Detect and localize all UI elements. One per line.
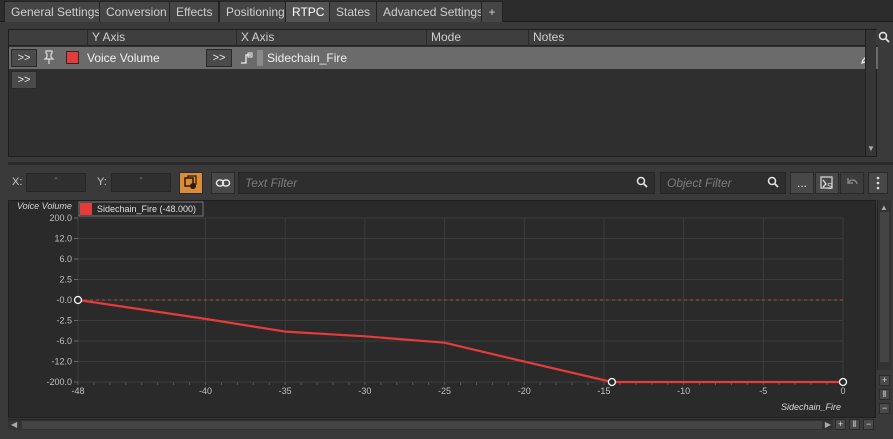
grid-header: Y Axis X Axis Mode Notes bbox=[9, 30, 878, 46]
panel-splitter[interactable] bbox=[8, 162, 893, 165]
tab-positioning[interactable]: Positioning bbox=[219, 1, 292, 22]
y-coord-label: Y: bbox=[97, 176, 107, 188]
header-x-axis[interactable]: X Axis bbox=[236, 30, 426, 46]
zoom-in-vertical-icon[interactable]: + bbox=[879, 375, 890, 386]
x-tick-label: -20 bbox=[518, 386, 531, 396]
zoom-in-horizontal-icon[interactable]: + bbox=[835, 419, 846, 430]
x-coord-field[interactable]: - bbox=[26, 173, 86, 192]
rtpc-grid: Y Axis X Axis Mode Notes >> Voice Volume… bbox=[8, 29, 878, 157]
pin-icon[interactable] bbox=[42, 50, 56, 64]
x-tick-label: -35 bbox=[279, 386, 292, 396]
search-icon[interactable] bbox=[636, 176, 648, 191]
undo-icon[interactable] bbox=[840, 172, 864, 194]
y-tick-label: -6.0 bbox=[56, 336, 72, 346]
more-options-icon[interactable] bbox=[868, 172, 888, 194]
fit-horizontal-icon[interactable]: ‖ bbox=[849, 419, 860, 430]
fit-vertical-icon[interactable]: ‖ bbox=[879, 389, 890, 400]
x-tick-label: -40 bbox=[199, 386, 212, 396]
scroll-right-icon[interactable]: ▶ bbox=[824, 420, 831, 429]
tab-states[interactable]: States bbox=[329, 1, 378, 22]
link-button[interactable] bbox=[211, 172, 235, 194]
curve-control-point[interactable] bbox=[73, 295, 83, 305]
y-tick-label: 200.0 bbox=[49, 213, 72, 223]
add-rtpc-expand-button[interactable]: >> bbox=[11, 71, 37, 89]
curve-control-point[interactable] bbox=[607, 377, 617, 387]
rtpc-row[interactable]: >> Voice Volume >> Sidechain_Fire bbox=[9, 47, 878, 69]
x-axis-color-bar bbox=[257, 50, 263, 66]
curve-control-point[interactable] bbox=[838, 377, 848, 387]
auto-assign-button[interactable] bbox=[179, 172, 203, 194]
rtpc-curve-chart[interactable]: -48 -40 -35 -30 -25 -20 -15 -10 -5 0 200.0 12.0 6.0 2… bbox=[9, 201, 877, 419]
y-tick-label: 2.5 bbox=[59, 275, 72, 285]
y-tick-label: 6.0 bbox=[59, 254, 72, 264]
x-tick-label: 0 bbox=[840, 386, 845, 396]
zoom-out-vertical-icon[interactable]: − bbox=[879, 403, 890, 414]
tab-effects[interactable]: Effects bbox=[169, 1, 220, 22]
tab-add[interactable]: + bbox=[481, 1, 503, 22]
y-tick-label: 12.0 bbox=[54, 234, 72, 244]
legend-box bbox=[78, 201, 204, 217]
text-filter[interactable] bbox=[238, 172, 655, 194]
scroll-up-icon[interactable]: ▲ bbox=[880, 203, 888, 212]
x-tick-label: -25 bbox=[438, 386, 451, 396]
object-filter-input[interactable] bbox=[667, 176, 767, 190]
y-coord-field[interactable]: - bbox=[111, 173, 171, 192]
tab-bar: General Settings Conversion Effects Posi… bbox=[0, 0, 893, 22]
graph-vertical-scrollbar[interactable]: ▲ bbox=[877, 200, 891, 370]
header-y-axis[interactable]: Y Axis bbox=[87, 30, 215, 46]
tab-advanced-settings[interactable]: Advanced Settings bbox=[376, 1, 491, 22]
grid-search-icon[interactable] bbox=[878, 31, 890, 43]
rtpc-curve bbox=[77, 298, 843, 384]
header-mode[interactable]: Mode bbox=[426, 30, 526, 46]
x-axis-expand-button[interactable]: >> bbox=[206, 49, 232, 67]
legend-swatch bbox=[80, 203, 92, 215]
header-notes[interactable]: Notes bbox=[528, 30, 868, 46]
tab-conversion[interactable]: Conversion bbox=[99, 1, 174, 22]
y-axis-value[interactable]: Voice Volume bbox=[87, 51, 160, 65]
y-axis-title: Voice Volume bbox=[17, 201, 72, 211]
zoom-out-horizontal-icon[interactable]: − bbox=[863, 419, 874, 430]
graph-toolbar: X: - Y: - ... S bbox=[0, 168, 893, 198]
graph-horizontal-scrollbar[interactable]: ◀ ▶ bbox=[8, 419, 833, 430]
svg-text:S: S bbox=[827, 182, 832, 191]
x-axis-value[interactable]: Sidechain_Fire bbox=[267, 51, 348, 65]
x-tick-label: -15 bbox=[597, 386, 610, 396]
x-tick-label: -10 bbox=[677, 386, 690, 396]
row-expand-button[interactable]: >> bbox=[11, 49, 37, 67]
y-tick-label: -0.0 bbox=[56, 295, 72, 305]
x-tick-label: -48 bbox=[71, 386, 84, 396]
x-tick-label: -5 bbox=[759, 386, 767, 396]
tab-rtpc[interactable]: RTPC bbox=[285, 1, 332, 22]
object-filter[interactable] bbox=[660, 172, 786, 194]
y-axis-color-swatch[interactable] bbox=[66, 51, 79, 64]
game-parameter-icon bbox=[240, 51, 254, 65]
y-tick-label: -12.0 bbox=[51, 357, 72, 367]
horizontal-scroll-thumb[interactable] bbox=[22, 421, 822, 429]
grid-scrollbar[interactable]: ▼ bbox=[865, 30, 876, 156]
legend-label: Sidechain_Fire (-48.000) bbox=[97, 204, 196, 214]
browse-button[interactable]: ... bbox=[790, 172, 814, 194]
x-axis-title: Sidechain_Fire bbox=[781, 402, 841, 412]
y-tick-label: -2.5 bbox=[56, 316, 72, 326]
tab-general-settings[interactable]: General Settings bbox=[4, 1, 108, 22]
y-tick-label: -200.0 bbox=[46, 377, 72, 387]
object-search-icon[interactable] bbox=[767, 176, 779, 191]
x-coord-label: X: bbox=[12, 176, 23, 188]
scroll-left-icon[interactable]: ◀ bbox=[11, 420, 18, 429]
text-filter-input[interactable] bbox=[245, 176, 577, 190]
rtpc-graph[interactable]: -48 -40 -35 -30 -25 -20 -15 -10 -5 0 200.0 12.0 6.0 2… bbox=[8, 200, 876, 418]
scroll-down-icon[interactable]: ▼ bbox=[867, 144, 875, 153]
x-tick-label: -30 bbox=[358, 386, 371, 396]
show-curves-icon[interactable]: S bbox=[815, 172, 839, 194]
vertical-scroll-thumb[interactable] bbox=[880, 212, 889, 362]
